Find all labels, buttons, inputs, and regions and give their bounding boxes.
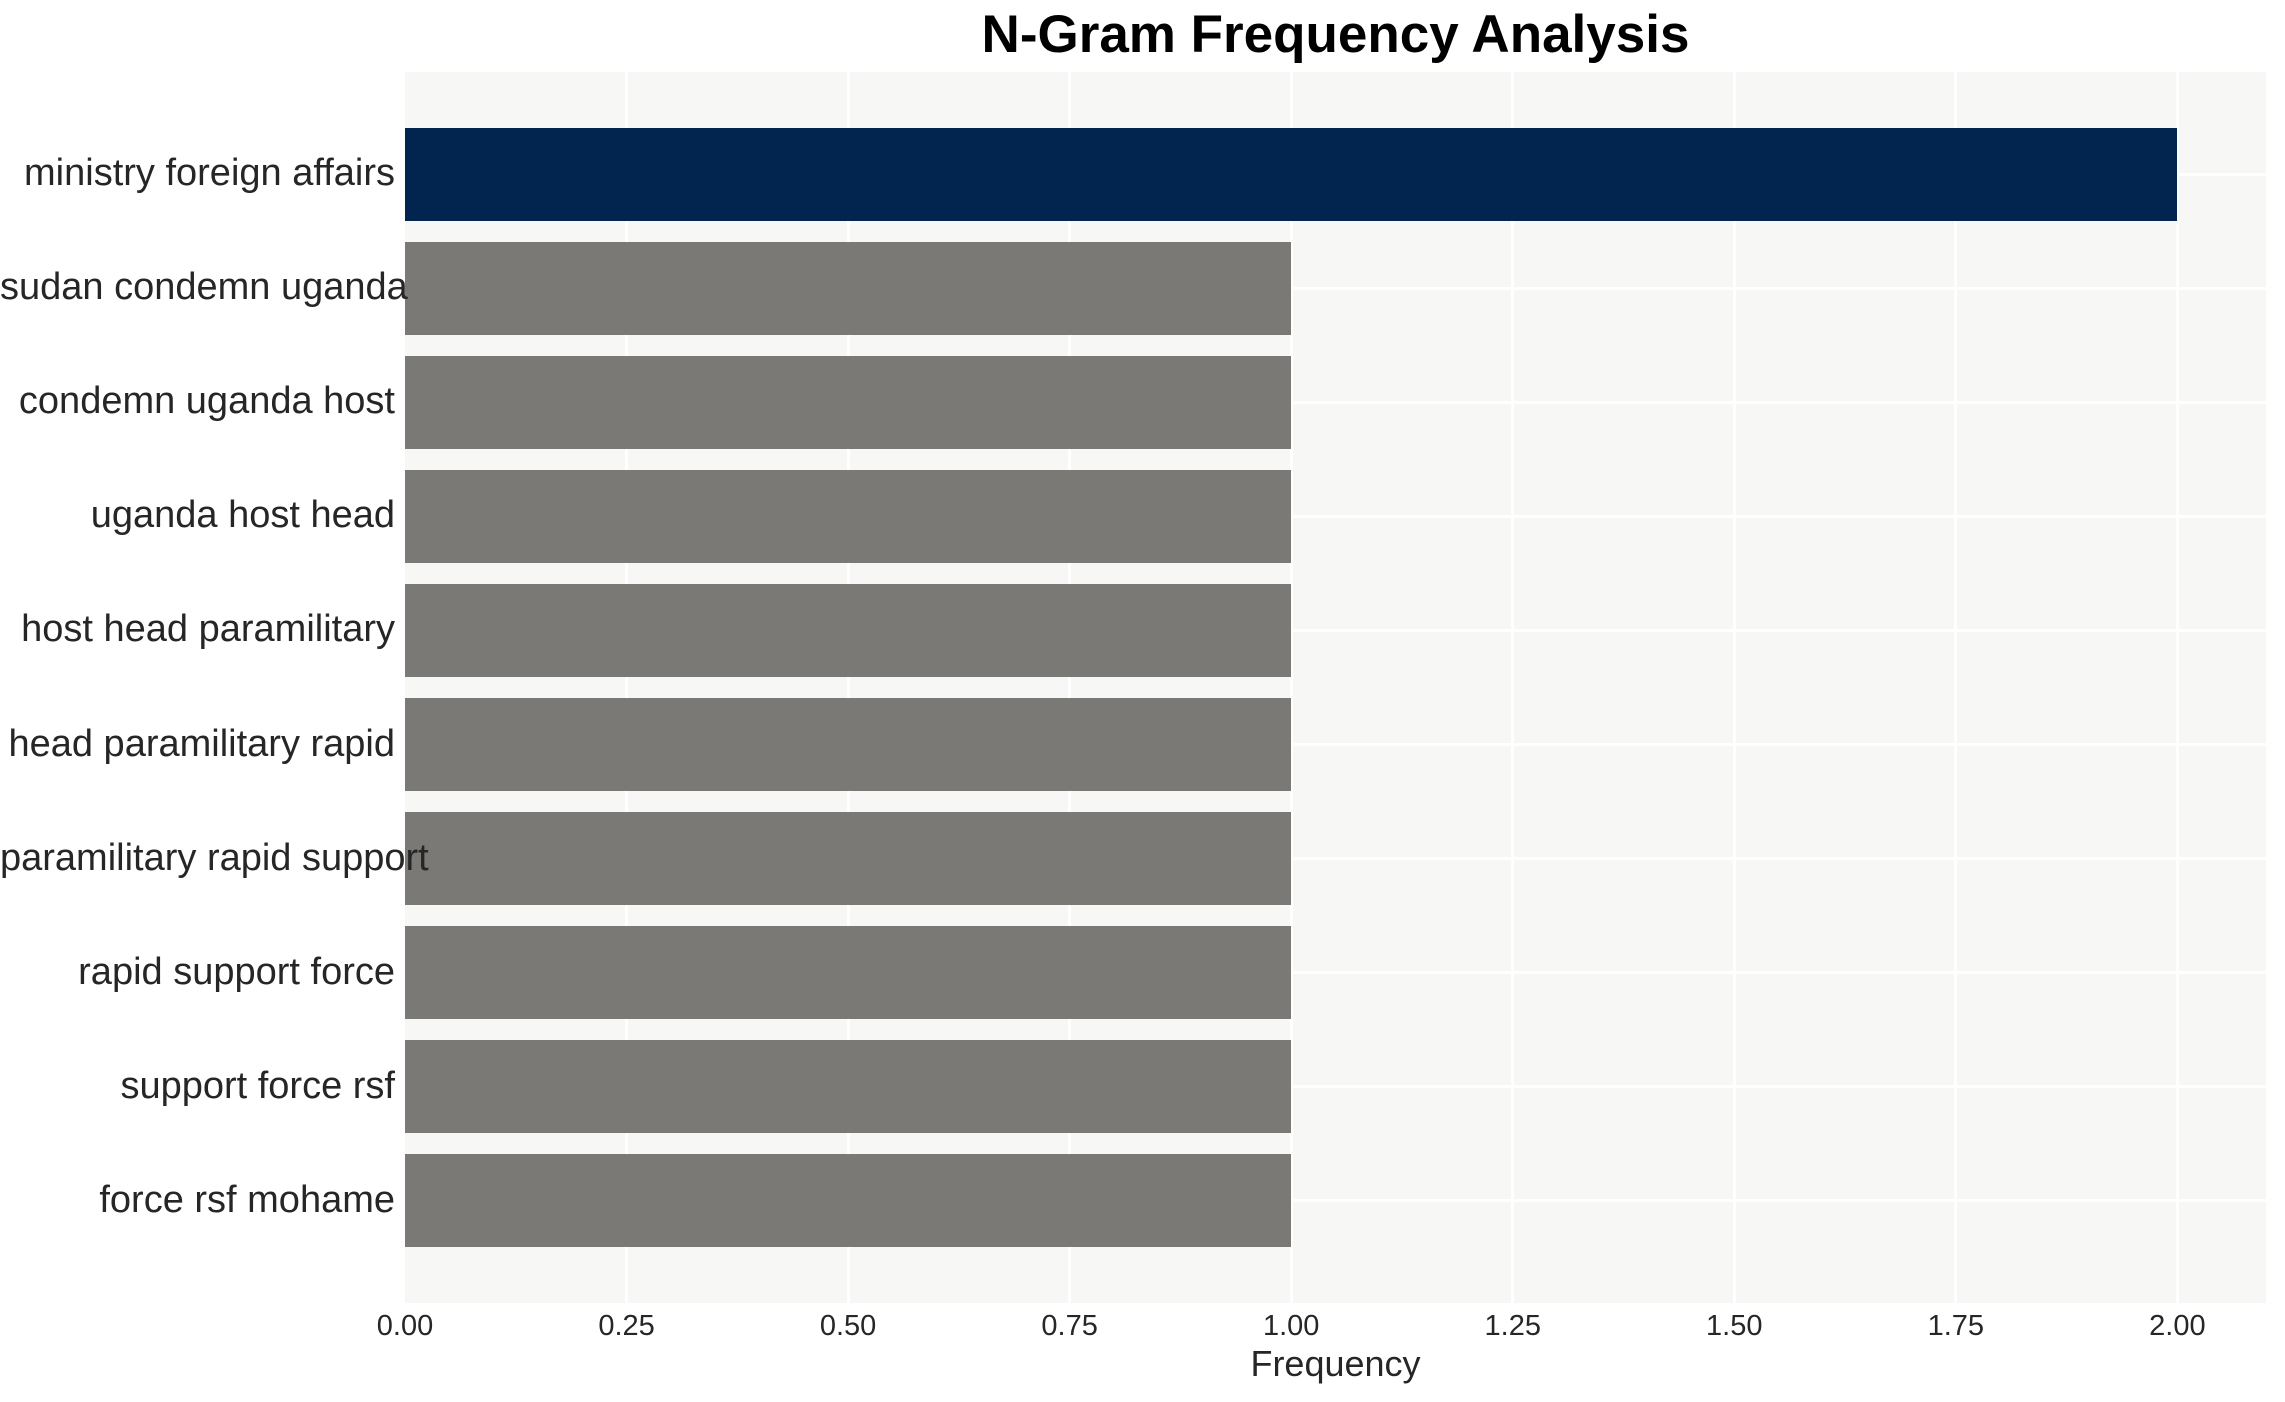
y-tick-label: paramilitary rapid support (0, 836, 429, 879)
y-tick-label: rapid support force (78, 950, 395, 993)
y-tick-label: uganda host head (90, 494, 395, 537)
y-gridline (405, 743, 2266, 747)
bar (405, 127, 2178, 221)
y-gridline (405, 628, 2266, 632)
x-gridline (1289, 72, 1293, 1303)
chart-title: N-Gram Frequency Analysis (981, 5, 1690, 64)
plot-area (405, 72, 2266, 1303)
x-tick-label: 1.75 (1927, 1310, 1985, 1342)
bar (405, 469, 1292, 563)
x-gridline (1511, 72, 1515, 1303)
bar (405, 241, 1292, 335)
x-tick-label: 1.25 (1484, 1310, 1541, 1342)
bar (405, 926, 1292, 1020)
bar (405, 698, 1292, 792)
bar (405, 812, 1292, 906)
x-tick-label: 2.00 (2149, 1310, 2206, 1342)
y-tick-label: host head paramilitary (21, 608, 395, 651)
y-gridline (405, 286, 2266, 290)
x-axis-label: Frequency (1250, 1343, 1421, 1384)
y-tick-label: head paramilitary rapid (8, 722, 395, 765)
y-tick-label: ministry foreign affairs (24, 152, 395, 195)
x-gridline (1068, 72, 1072, 1303)
x-tick-label: 0.00 (376, 1310, 434, 1342)
y-gridline (405, 857, 2266, 861)
x-gridline (625, 72, 629, 1303)
x-gridline (2175, 72, 2179, 1303)
y-gridline (405, 971, 2266, 975)
y-gridline (405, 1085, 2266, 1089)
x-gridline (1954, 72, 1958, 1303)
x-tick-label: 1.00 (1262, 1310, 1320, 1342)
y-tick-label: sudan condemn uganda (0, 266, 408, 309)
y-gridline (405, 400, 2266, 404)
x-tick-label: 0.50 (819, 1310, 877, 1342)
x-gridline (1732, 72, 1736, 1303)
bar (405, 1040, 1292, 1134)
y-tick-label: force rsf mohame (99, 1178, 395, 1221)
x-tick-label: 0.75 (1041, 1310, 1098, 1342)
x-gridline (846, 72, 850, 1303)
x-tick-label: 1.50 (1706, 1310, 1763, 1342)
y-gridline (405, 1199, 2266, 1203)
y-gridline (405, 514, 2266, 518)
y-tick-label: support force rsf (120, 1064, 395, 1107)
bar (405, 1154, 1292, 1248)
y-tick-label: condemn uganda host (18, 380, 395, 423)
bar (405, 583, 1292, 677)
x-tick-label: 0.25 (598, 1310, 655, 1342)
bar (405, 355, 1292, 449)
